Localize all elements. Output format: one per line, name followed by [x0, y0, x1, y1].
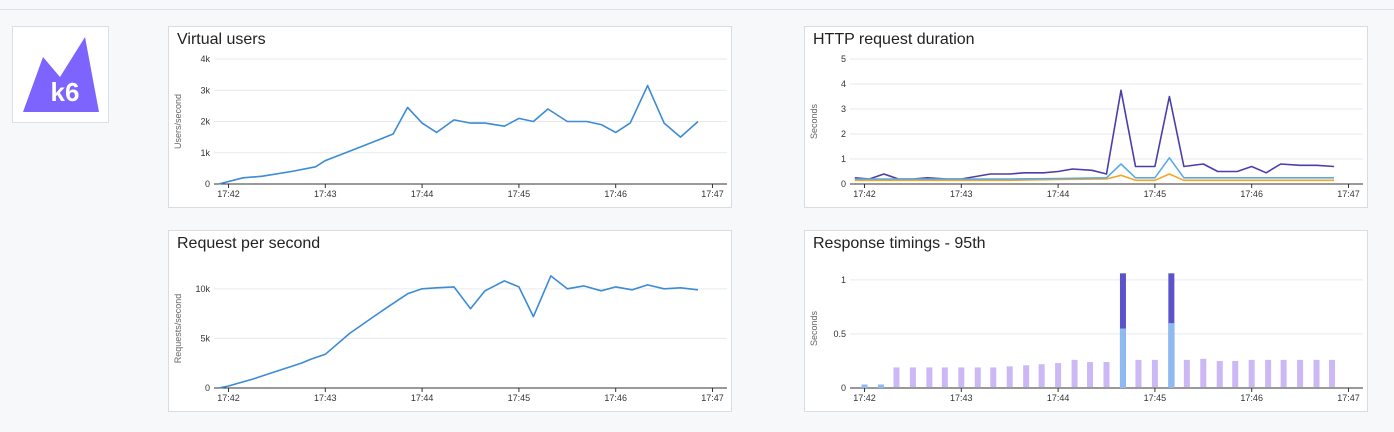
bar-light: [1232, 360, 1239, 387]
bar-light: [1313, 359, 1320, 387]
y-axis-label: Seconds: [809, 310, 819, 346]
panel-title: Virtual users: [177, 31, 266, 48]
panel-title: Request per second: [177, 235, 321, 252]
response-timings-panel[interactable]: Response timings - 95th 0 0.5 1 17:42 17:43 1…: [804, 230, 1368, 412]
response-timings-chart[interactable]: 0 0.5 1 17:42 17:43 17:44 17:45 17:46 17:47 Secon…: [805, 231, 1369, 413]
x-tick-label: 17:47: [701, 393, 724, 403]
x-tick-label: 17:42: [217, 393, 240, 403]
bar-light: [958, 367, 965, 387]
bar-light: [1329, 359, 1336, 387]
x-tick-label: 17:43: [950, 393, 973, 403]
x-tick-label: 17:44: [411, 393, 434, 403]
x-tick-label: 17:44: [1047, 393, 1070, 403]
bar-light: [1103, 362, 1110, 387]
http-request-duration-chart[interactable]: 0 1 2 3 4 5 17:42 17:43 17:44 17:45 17:46 17:47 Seco…: [805, 27, 1369, 209]
y-tick-label: 10k: [195, 284, 210, 294]
bar-light: [1038, 364, 1045, 387]
y-axis-label: Requests/second: [173, 294, 183, 364]
k6-logo: k6: [12, 26, 109, 123]
x-tick-label: 17:46: [604, 189, 627, 199]
bar-light: [1280, 359, 1287, 387]
bar-light: [1297, 359, 1304, 387]
y-tick-label: 5k: [200, 333, 210, 343]
y-tick-label: 1k: [200, 148, 210, 158]
y-tick-label: 3: [841, 104, 846, 114]
x-tick-label: 17:43: [950, 189, 973, 199]
bar-light: [926, 367, 933, 387]
bar-mid: [1168, 323, 1175, 388]
bar-mid: [1119, 328, 1126, 388]
x-tick-label: 17:43: [314, 393, 337, 403]
y-axis-label: Seconds: [809, 103, 819, 139]
y-tick-label: 0: [841, 383, 846, 393]
http-request-duration-panel[interactable]: HTTP request duration 0 1 2 3 4 5 17:42 17:43 17…: [804, 26, 1368, 208]
bar-mid: [877, 384, 884, 388]
bar-light: [1006, 366, 1013, 387]
y-tick-label: 2: [841, 129, 846, 139]
bar-light: [1151, 359, 1158, 387]
y-tick-label: 1: [841, 275, 846, 285]
bar-light: [1071, 359, 1078, 387]
virtual-users-panel[interactable]: Virtual users 0 1k 2k 3k 4k 17:42 17:43 17:44 17…: [168, 26, 732, 208]
bar-light: [1087, 362, 1094, 387]
x-tick-label: 17:45: [1144, 189, 1167, 199]
y-tick-label: 0: [841, 179, 846, 189]
bar-light: [1216, 360, 1223, 387]
x-tick-label: 17:47: [1337, 189, 1360, 199]
bar-light: [1023, 365, 1030, 387]
bar-mid: [861, 384, 868, 388]
series-line: [218, 84, 699, 185]
y-tick-label: 0: [205, 383, 210, 393]
x-tick-label: 17:42: [853, 189, 876, 199]
x-tick-label: 17:46: [1240, 393, 1263, 403]
x-tick-label: 17:45: [508, 393, 531, 403]
y-tick-label: 3k: [200, 85, 210, 95]
x-tick-label: 17:42: [217, 189, 240, 199]
bar-light: [1135, 359, 1142, 387]
x-tick-label: 17:47: [701, 189, 724, 199]
series-line: [854, 89, 1335, 180]
virtual-users-chart[interactable]: 0 1k 2k 3k 4k 17:42 17:43 17:44 17:45 17:46 17:47 U…: [169, 27, 733, 209]
x-tick-label: 17:44: [411, 189, 434, 199]
y-tick-label: 0.5: [833, 329, 846, 339]
y-tick-label: 1: [841, 154, 846, 164]
bar-light: [1200, 358, 1207, 387]
x-tick-label: 17:43: [314, 189, 337, 199]
k6-logo-text: k6: [51, 77, 80, 107]
top-divider: [0, 9, 1394, 10]
y-tick-label: 2k: [200, 117, 210, 127]
series-line: [854, 173, 1334, 182]
x-tick-label: 17:45: [1144, 393, 1167, 403]
x-tick-label: 17:46: [1240, 189, 1263, 199]
x-tick-label: 17:47: [1337, 393, 1360, 403]
bar-light: [990, 367, 997, 387]
bar-light: [1055, 363, 1062, 387]
x-tick-label: 17:45: [508, 189, 531, 199]
request-per-second-panel[interactable]: Request per second 0 5k 10k 17:42 17:43 17:44…: [168, 230, 732, 412]
y-axis-label: Users/second: [173, 94, 183, 149]
y-tick-label: 5: [841, 54, 846, 64]
bar-light: [1183, 359, 1190, 387]
panel-title: Response timings - 95th: [813, 235, 986, 252]
series-line: [218, 275, 699, 389]
x-tick-label: 17:46: [604, 393, 627, 403]
k6-logo-icon: k6: [23, 37, 99, 112]
y-tick-label: 4: [841, 79, 846, 89]
y-tick-label: 0: [205, 179, 210, 189]
series-line: [854, 157, 1334, 180]
y-tick-label: 4k: [200, 54, 210, 64]
bar-light: [974, 367, 981, 387]
bar-light: [909, 367, 916, 387]
x-tick-label: 17:44: [1047, 189, 1070, 199]
bar-light: [1248, 359, 1255, 387]
bar-light: [893, 367, 900, 387]
x-tick-label: 17:42: [853, 393, 876, 403]
bar-light: [941, 367, 948, 387]
panel-title: HTTP request duration: [813, 31, 975, 48]
bar-light: [1265, 359, 1272, 387]
